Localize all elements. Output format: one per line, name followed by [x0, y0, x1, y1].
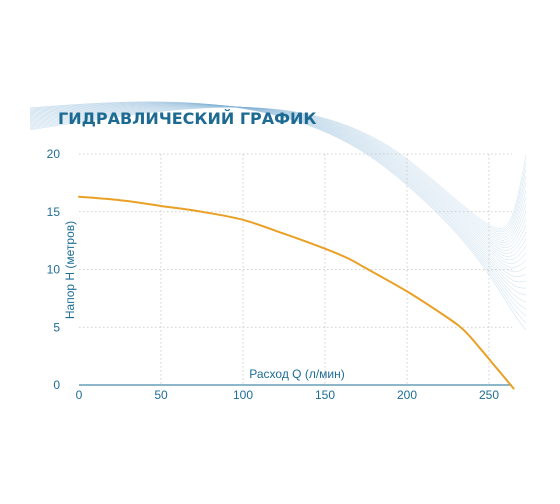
- wave-line: [29, 105, 527, 251]
- wave-line: [29, 106, 527, 237]
- wave-line: [29, 104, 527, 264]
- series-line: [78, 195, 515, 390]
- wave-line: [29, 102, 527, 310]
- wave-line: [29, 102, 527, 303]
- x-tick-label: 150: [315, 388, 335, 402]
- wave-line: [29, 106, 527, 241]
- wave-line: [29, 103, 527, 289]
- series: [78, 195, 515, 390]
- wave-line: [29, 106, 527, 246]
- x-tick-label: 200: [397, 388, 417, 402]
- x-axis-label: Расход Q (л/мин): [249, 367, 344, 381]
- wave-line: [29, 101, 527, 324]
- x-tick-labels: 0 50 100 150 200 250: [76, 388, 500, 402]
- wave-line: [29, 105, 527, 254]
- wave-line: [29, 106, 527, 239]
- wave-line: [29, 106, 527, 232]
- wave-line: [29, 104, 527, 272]
- wave-line: [29, 106, 527, 243]
- decorative-waves: [29, 101, 527, 331]
- chart-title: ГИДРАВЛИЧЕСКИЙ ГРАФИК: [58, 109, 317, 128]
- wave-line: [29, 104, 527, 261]
- x-tick-label: 250: [479, 388, 499, 402]
- x-tick-label: 50: [154, 388, 168, 402]
- wave-line: [29, 105, 527, 257]
- wave-line: [29, 107, 527, 229]
- wave-line: [29, 105, 527, 248]
- wave-line: [29, 104, 527, 268]
- y-tick-label: 10: [47, 263, 61, 277]
- y-tick-label: 5: [53, 320, 60, 334]
- y-tick-labels: 0 5 10 15 20: [47, 147, 61, 392]
- wave-line: [29, 103, 527, 283]
- wave-line: [29, 102, 527, 317]
- grid: [79, 153, 512, 385]
- x-tick-label: 0: [76, 388, 83, 402]
- x-tick-label: 100: [233, 388, 253, 402]
- wave-line: [29, 106, 527, 235]
- y-tick-label: 0: [53, 378, 60, 392]
- wave-line: [29, 104, 527, 277]
- wave-line: [29, 101, 527, 331]
- wave-line: [29, 106, 527, 231]
- y-tick-label: 15: [47, 205, 61, 219]
- y-tick-label: 20: [47, 147, 61, 161]
- wave-line: [29, 103, 527, 296]
- y-axis-label: Напор H (метров): [63, 221, 77, 319]
